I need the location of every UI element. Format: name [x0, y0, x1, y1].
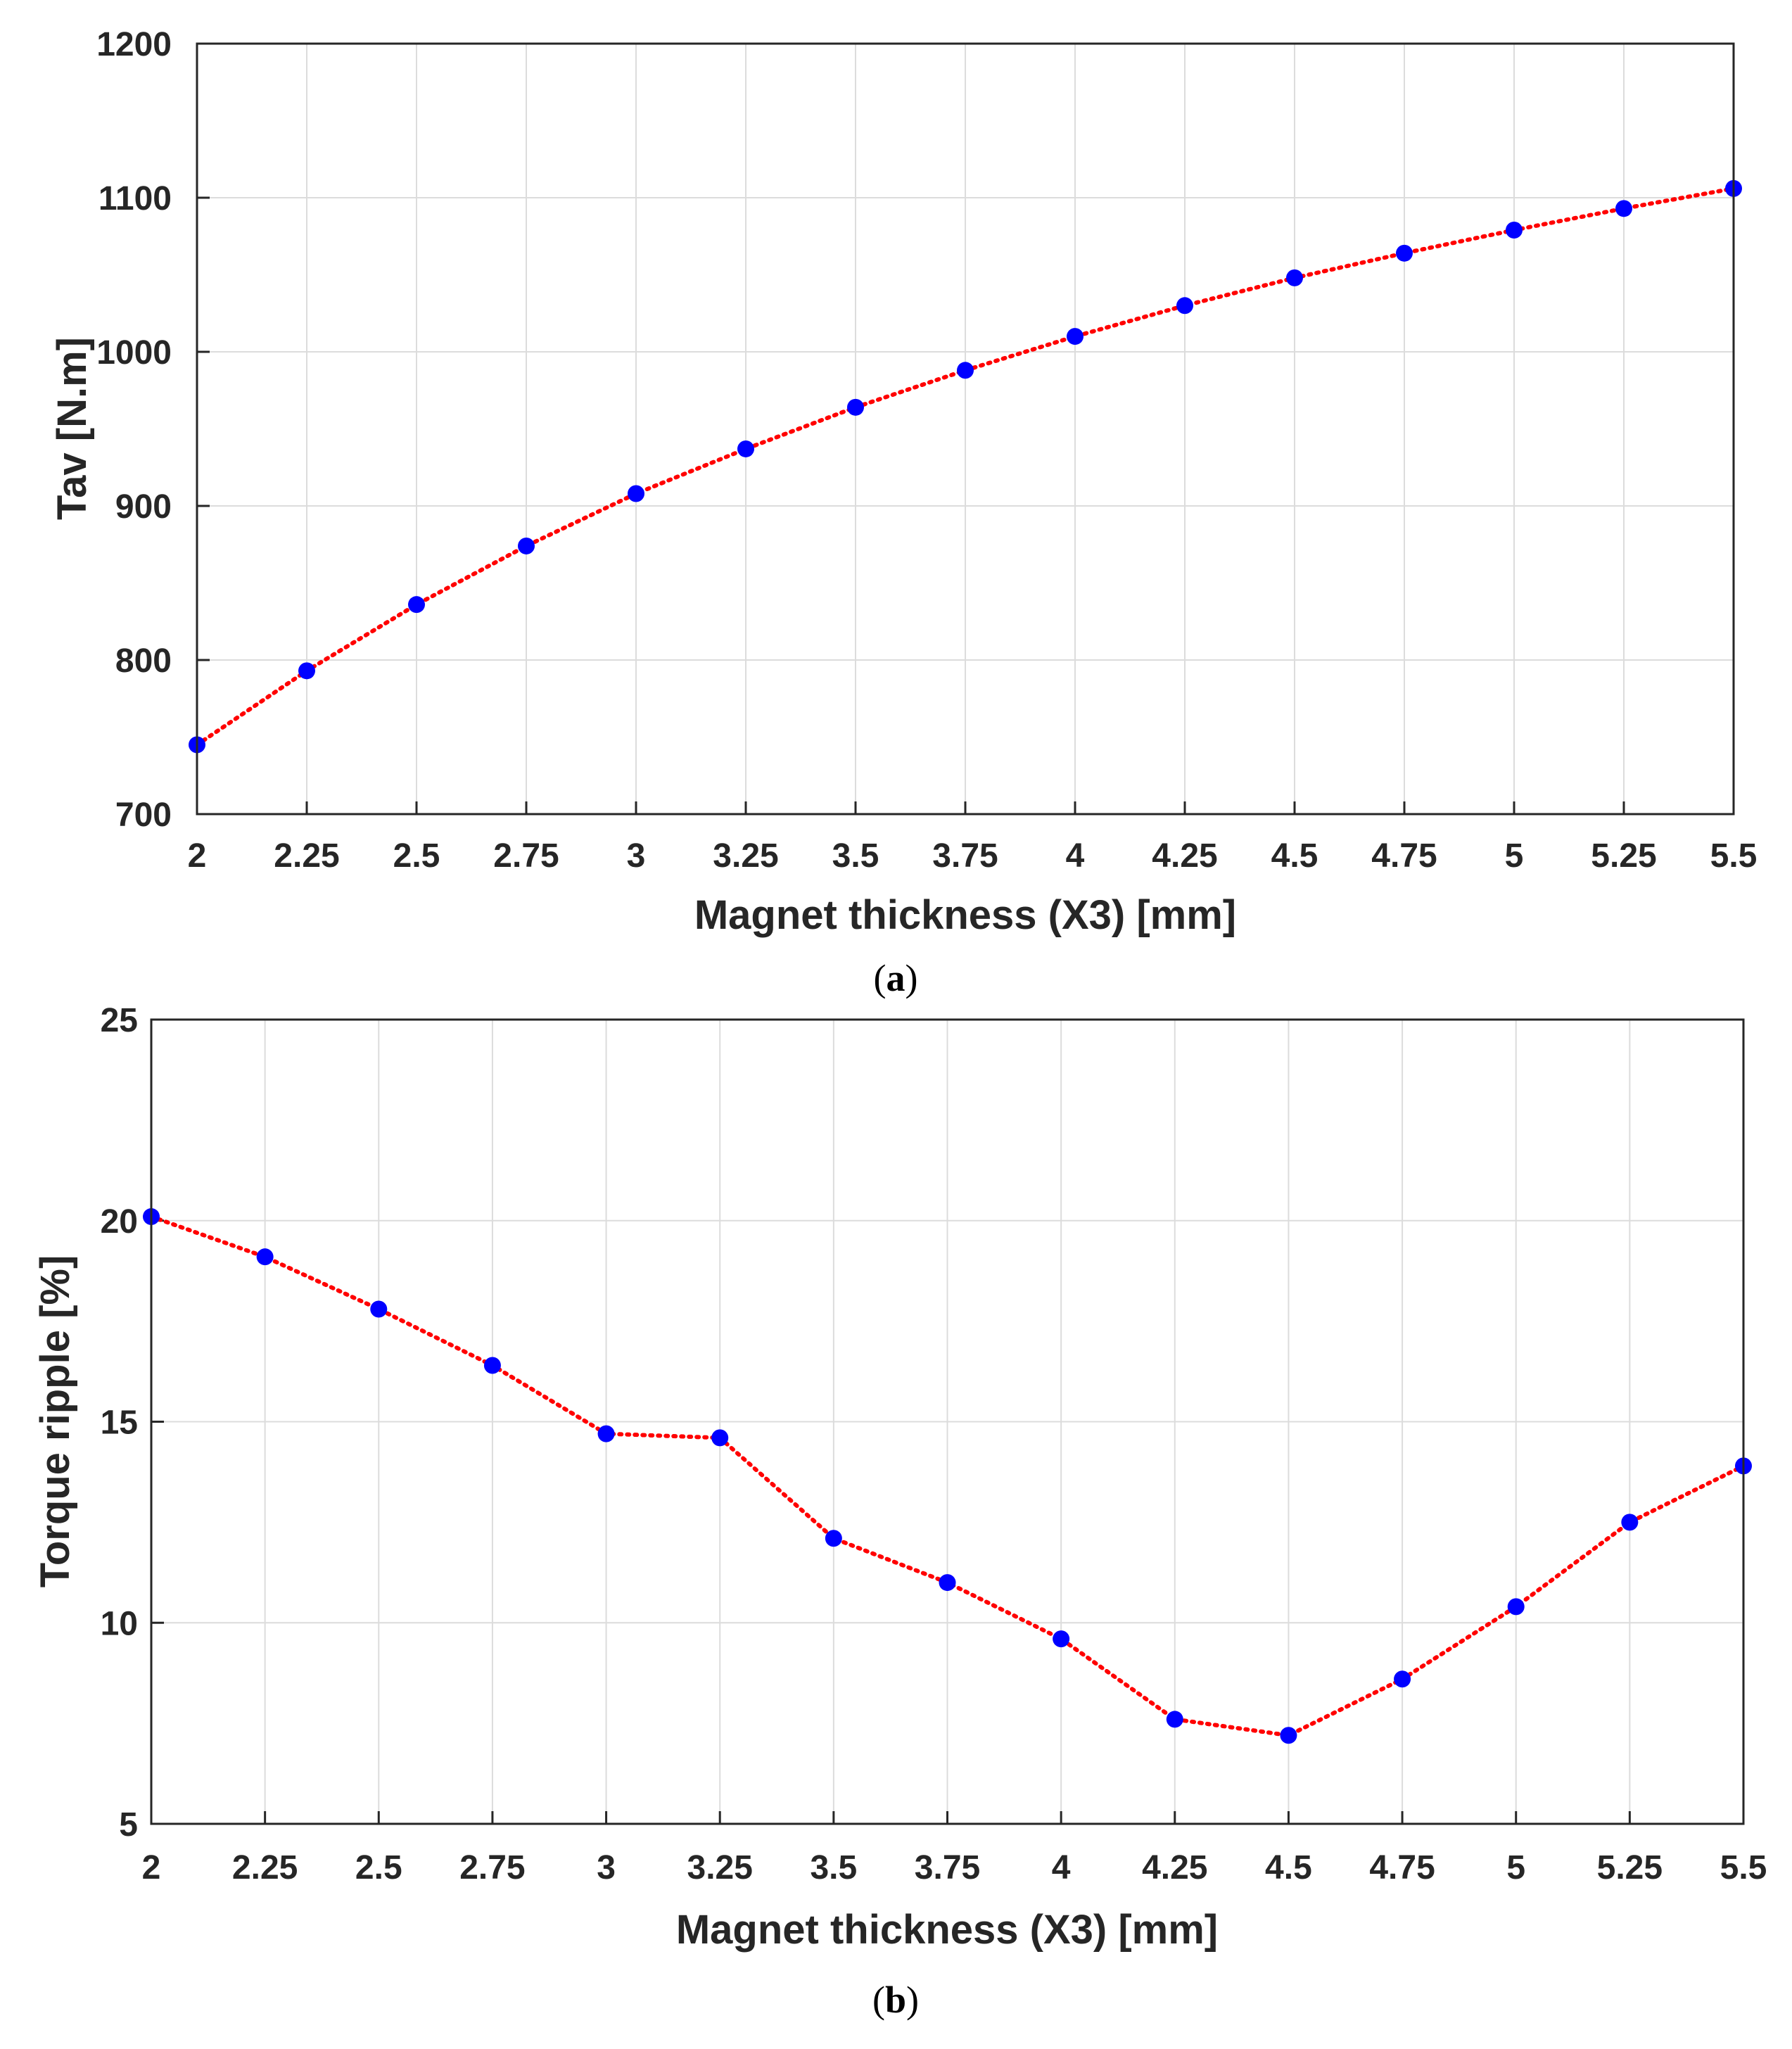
y-tick-label: 25	[101, 1002, 138, 1039]
caption-a: (a)	[874, 957, 918, 999]
data-point	[1176, 297, 1193, 315]
data-point	[737, 440, 754, 457]
plot-frame-b	[150, 1018, 1745, 1825]
y-tick-label: 1100	[99, 180, 172, 217]
x-tick-label: 4.75	[1369, 1849, 1435, 1886]
x-tick-label: 2	[142, 1849, 161, 1886]
data-point	[483, 1357, 501, 1374]
y-tick-label: 800	[115, 642, 172, 680]
data-point	[1615, 200, 1632, 217]
x-tick-label: 4	[1066, 837, 1085, 875]
data-point	[1507, 1598, 1525, 1616]
y-tick-label: 1200	[96, 26, 172, 63]
data-point	[1396, 244, 1413, 262]
data-point	[298, 662, 315, 680]
y-tick-label: 700	[115, 797, 172, 834]
x-tick-label: 4.5	[1271, 837, 1318, 875]
x-tick-label: 5.25	[1597, 1849, 1663, 1886]
data-point	[518, 537, 535, 554]
x-tick-label: 3.25	[713, 837, 778, 875]
chart-b: 2 2.25 2.5 2.75 3 3.25 3.5 3.75 4 4.25 4.5 4.75 5 5.2…	[32, 1002, 1767, 2021]
plot-frame-a	[196, 42, 1735, 816]
x-tick-label: 4.25	[1152, 837, 1217, 875]
caption-a-open: (	[874, 957, 887, 999]
x-tick-label: 4.5	[1265, 1849, 1312, 1886]
chart-a: 2 2.25 2.5 2.75 3 3.25 3.5 3.75 4 4.25 4.5 4.75 5 5.2…	[49, 26, 1757, 999]
x-tick-label: 2.25	[274, 837, 339, 875]
data-point	[1621, 1514, 1639, 1531]
data-point	[847, 398, 864, 416]
ticks-b: 2 2.25 2.5 2.75 3 3.25 3.5 3.75 4 4.25 4.5 4.75 5 5.2…	[101, 1002, 1767, 1886]
data-point	[1053, 1630, 1070, 1648]
y-axis-label-b: Torque ripple [%]	[32, 1255, 78, 1588]
x-tick-label: 5.25	[1591, 837, 1656, 875]
data-point	[1166, 1711, 1183, 1728]
x-axis-label-a: Magnet thickness (X3) [mm]	[694, 892, 1236, 938]
y-tick-label: 20	[101, 1203, 138, 1241]
data-point	[1394, 1670, 1411, 1688]
caption-a-close: )	[905, 957, 918, 999]
x-tick-label: 3.75	[932, 837, 998, 875]
y-tick-label: 10	[101, 1605, 138, 1642]
data-point	[1506, 221, 1523, 239]
x-tick-label: 3	[627, 837, 646, 875]
caption-b-close: )	[906, 1979, 919, 2021]
x-tick-label: 4.75	[1371, 837, 1437, 875]
caption-b-open: (	[872, 1979, 885, 2021]
data-point	[957, 362, 974, 379]
x-tick-label: 2.5	[355, 1849, 402, 1886]
x-tick-label: 5.5	[1720, 1849, 1767, 1886]
x-tick-label: 3.75	[915, 1849, 980, 1886]
data-point	[628, 485, 644, 502]
x-tick-label: 2.5	[393, 837, 440, 875]
ticks-a: 2 2.25 2.5 2.75 3 3.25 3.5 3.75 4 4.25 4.5 4.75 5 5.2…	[96, 26, 1757, 875]
y-tick-label: 15	[101, 1404, 138, 1442]
data-point	[256, 1248, 274, 1266]
x-tick-label: 2.25	[232, 1849, 298, 1886]
y-tick-label: 1000	[96, 334, 172, 372]
data-point	[408, 596, 425, 614]
data-point	[711, 1429, 729, 1447]
data-point	[1067, 328, 1084, 345]
y-tick-label: 900	[115, 488, 172, 526]
x-tick-label: 5.5	[1710, 837, 1758, 875]
data-point	[1286, 269, 1303, 286]
x-tick-label: 3.5	[810, 1849, 857, 1886]
data-point	[370, 1300, 388, 1318]
x-tick-label: 4	[1052, 1849, 1071, 1886]
x-tick-label: 3.5	[832, 837, 879, 875]
x-tick-label: 4.25	[1142, 1849, 1207, 1886]
x-tick-label: 5	[1506, 1849, 1525, 1886]
x-tick-label: 5	[1505, 837, 1524, 875]
caption-a-letter: a	[887, 957, 905, 999]
x-tick-label: 2	[188, 837, 207, 875]
caption-b-letter: b	[885, 1979, 906, 2021]
data-point	[597, 1425, 615, 1442]
data-point	[939, 1574, 956, 1592]
x-tick-label: 3.25	[687, 1849, 753, 1886]
caption-b: (b)	[872, 1979, 919, 2021]
y-axis-label-a: Tav [N.m]	[49, 337, 95, 520]
data-point	[1280, 1727, 1297, 1744]
x-tick-label: 2.75	[459, 1849, 525, 1886]
data-point	[825, 1530, 842, 1547]
x-tick-label: 3	[597, 1849, 616, 1886]
x-tick-label: 2.75	[493, 837, 559, 875]
y-tick-label: 5	[119, 1806, 138, 1844]
x-axis-label-b: Magnet thickness (X3) [mm]	[676, 1907, 1218, 1953]
series-b	[143, 1208, 1752, 1744]
